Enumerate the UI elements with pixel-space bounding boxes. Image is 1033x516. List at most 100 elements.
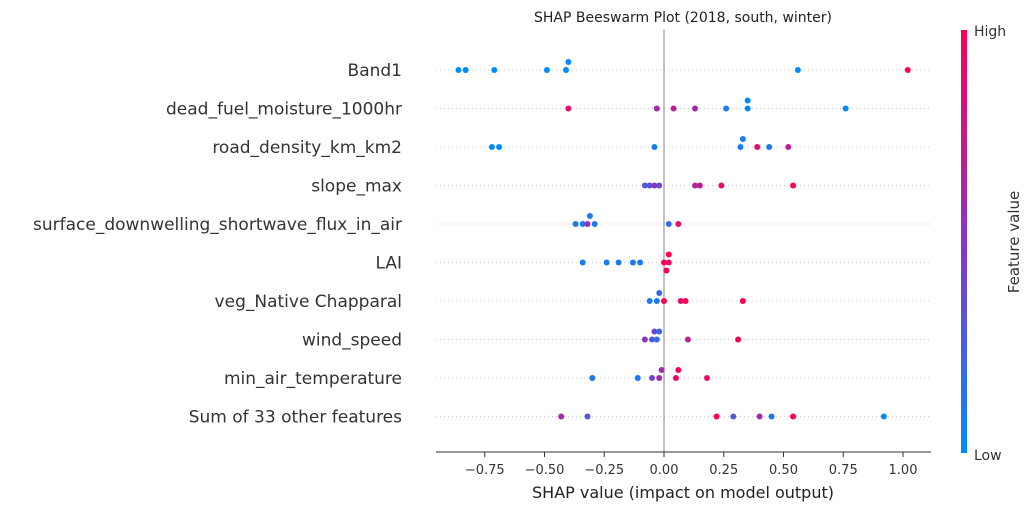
shap-point — [675, 221, 682, 227]
shap-point — [842, 105, 849, 112]
x-tick-label: 0.00 — [650, 463, 679, 478]
shap-point — [615, 259, 622, 266]
shap-point — [496, 144, 503, 150]
shap-point — [646, 298, 653, 304]
shap-point — [579, 259, 586, 266]
shap-point — [768, 413, 775, 420]
feature-label: surface_downwelling_shortwave_flux_in_ai… — [33, 215, 402, 235]
shap-point — [744, 97, 751, 104]
shap-point — [739, 298, 746, 304]
shap-point — [462, 67, 469, 73]
shap-point — [723, 105, 730, 112]
shap-point — [737, 144, 744, 150]
shap-point — [677, 298, 684, 304]
shap-point — [641, 336, 648, 343]
shap-point — [704, 375, 711, 381]
shap-point — [656, 182, 663, 189]
x-tick-label: 0.75 — [829, 463, 858, 478]
shap-point — [653, 336, 660, 343]
shap-point — [692, 105, 699, 112]
shap-point — [665, 259, 672, 266]
shap-point — [634, 375, 641, 381]
x-tick-label: 1.00 — [889, 463, 918, 478]
shap-point — [543, 67, 550, 73]
shap-point — [656, 290, 663, 296]
shap-point — [682, 298, 689, 304]
shap-point — [651, 144, 658, 150]
shap-point — [880, 413, 887, 420]
shap-point — [790, 182, 797, 189]
shap-point — [656, 375, 663, 381]
shap-point — [739, 136, 746, 142]
shap-point — [491, 67, 498, 73]
feature-label: Sum of 33 other features — [189, 408, 402, 428]
shap-point — [651, 182, 658, 189]
colorbar-title: Feature value — [1005, 191, 1023, 293]
shap-point — [584, 221, 591, 227]
feature-label: road_density_km_km2 — [212, 138, 402, 158]
shap-point — [665, 251, 672, 258]
shap-point — [653, 105, 660, 112]
shap-point — [665, 221, 672, 227]
shap-point — [586, 213, 593, 219]
colorbar-high-label: High — [974, 24, 1006, 40]
shap-points — [455, 59, 911, 420]
shap-point — [661, 298, 667, 304]
shap-point — [589, 375, 596, 381]
x-axis: −0.75 −0.50 −0.25 0.00 0.25 0.50 0.75 1.00 — [465, 452, 918, 478]
shap-point — [663, 267, 670, 274]
shap-point — [572, 221, 579, 227]
x-axis-label: SHAP value (impact on model output) — [532, 483, 834, 502]
feature-label: LAI — [375, 254, 402, 274]
shap-point — [563, 67, 570, 73]
shap-point — [584, 413, 591, 420]
shap-point — [790, 413, 797, 420]
shap-point — [603, 259, 610, 266]
feature-label: dead_fuel_moisture_1000hr — [166, 100, 402, 120]
colorbar-low-label: Low — [974, 448, 1002, 464]
shap-point — [641, 182, 648, 189]
shap-point — [579, 221, 586, 227]
shap-point — [670, 105, 677, 112]
feature-label: min_air_temperature — [224, 369, 402, 389]
shap-point — [684, 336, 691, 343]
feature-label: wind_speed — [302, 331, 402, 351]
shap-point — [675, 367, 682, 373]
shap-point — [651, 328, 658, 335]
shap-point — [713, 413, 720, 420]
shap-point — [794, 67, 801, 73]
x-tick-label: −0.25 — [584, 463, 624, 478]
shap-point — [558, 413, 565, 420]
shap-point — [692, 182, 699, 189]
x-tick-label: 0.50 — [769, 463, 798, 478]
shap-point — [656, 328, 663, 335]
x-tick-label: 0.25 — [709, 463, 738, 478]
shap-point — [661, 259, 667, 266]
shap-point — [785, 144, 792, 150]
shap-point — [904, 67, 911, 73]
shap-point — [455, 67, 462, 73]
shap-point — [591, 221, 598, 227]
x-tick-label: −0.75 — [465, 463, 505, 478]
colorbar — [961, 30, 967, 453]
feature-label: slope_max — [311, 177, 402, 197]
shap-point — [696, 182, 703, 189]
shap-point — [730, 413, 737, 420]
shap-point — [754, 144, 761, 150]
shap-point — [766, 144, 773, 150]
x-tick-label: −0.50 — [525, 463, 565, 478]
shap-point — [658, 367, 665, 373]
shap-point — [744, 105, 751, 112]
feature-rows: Band1 dead_fuel_moisture_1000hr road_densi… — [33, 61, 931, 428]
shap-point — [637, 259, 644, 266]
chart-title: SHAP Beeswarm Plot (2018, south, winter) — [534, 10, 832, 26]
shap-point — [649, 336, 656, 343]
shap-point — [735, 336, 742, 343]
shap-point — [653, 298, 660, 304]
shap-point — [756, 413, 763, 420]
shap-point — [646, 182, 653, 189]
shap-point — [488, 144, 495, 150]
feature-label: Band1 — [348, 61, 402, 81]
